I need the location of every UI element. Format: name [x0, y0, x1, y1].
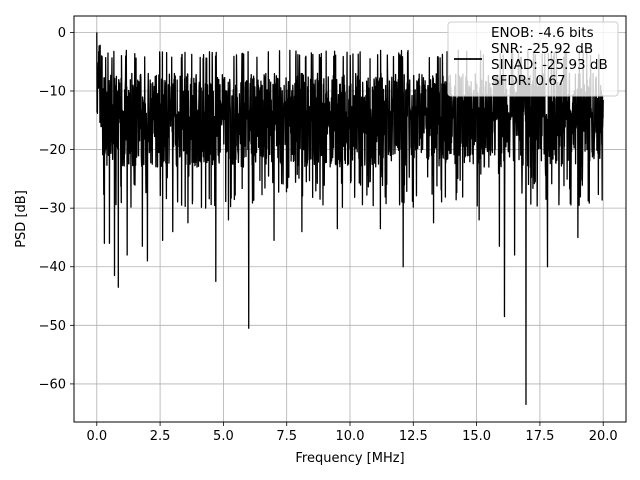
- y-axis-ticks: 0 −10 −20 −30 −40 −50 −60: [39, 26, 74, 392]
- x-tick-label: 2.5: [150, 429, 171, 444]
- x-axis-ticks: 0.0 2.5 5.0 7.5 10.0 12.5 15.0 17.5 20.0: [86, 422, 618, 444]
- x-tick-label: 17.5: [525, 429, 554, 444]
- y-tick-label: −30: [39, 202, 66, 217]
- x-tick-label: 12.5: [399, 429, 428, 444]
- y-tick-label: −40: [39, 260, 66, 275]
- y-tick-label: −50: [39, 319, 66, 334]
- y-tick-label: −60: [39, 377, 66, 392]
- y-tick-label: 0: [58, 26, 66, 41]
- x-tick-label: 20.0: [589, 429, 618, 444]
- x-tick-label: 7.5: [276, 429, 297, 444]
- legend-enob: ENOB: -4.6 bits: [491, 25, 594, 41]
- legend-box: [447, 21, 619, 97]
- y-tick-label: −10: [39, 84, 66, 99]
- legend-sfdr: SFDR: 0.67: [491, 73, 566, 89]
- y-axis-label: PSD [dB]: [14, 190, 29, 248]
- y-tick-label: −20: [39, 143, 66, 158]
- legend-sinad: SINAD: -25.93 dB: [491, 57, 608, 73]
- legend-snr: SNR: -25.92 dB: [491, 41, 593, 57]
- legend: ENOB: -4.6 bits SNR: -25.92 dB SINAD: -2…: [447, 21, 619, 97]
- x-tick-label: 0.0: [86, 429, 107, 444]
- x-tick-label: 5.0: [213, 429, 234, 444]
- x-axis-label: Frequency [MHz]: [295, 451, 404, 466]
- x-tick-label: 15.0: [462, 429, 491, 444]
- x-tick-label: 10.0: [336, 429, 365, 444]
